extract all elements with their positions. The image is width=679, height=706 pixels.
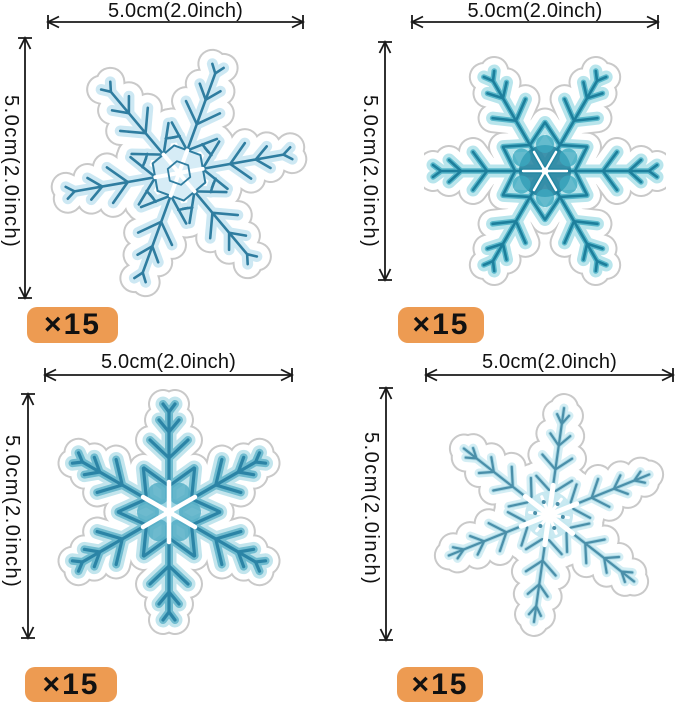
width-dimension-arrow [423,368,676,382]
width-dimension-label: 5.0cm(2.0inch) [107,0,244,22]
quantity-badge: ×15 [398,307,484,343]
quantity-badge: ×15 [397,667,483,702]
width-dimension-arrow [45,15,306,29]
width-dimension-label: 5.0cm(2.0inch) [481,351,618,373]
snowflake-sticker-feathery-ice [50,44,308,302]
height-dimension-arrow [18,35,32,301]
quantity-badge: ×15 [25,667,117,702]
height-dimension-label: 5.0cm(2.0inch) [360,432,382,586]
snowflake-sticker-pale-icy [426,392,672,638]
snowflake-sticker-teal-leafy [424,50,666,292]
height-dimension-arrow [379,385,393,643]
height-dimension-label: 5.0cm(2.0inch) [1,435,23,589]
snowflake-sticker-chunky-watercolor [45,388,293,636]
height-dimension-arrow [378,39,392,283]
width-dimension-label: 5.0cm(2.0inch) [100,351,237,373]
width-dimension-arrow [409,15,661,29]
height-dimension-label: 5.0cm(2.0inch) [359,95,381,249]
width-dimension-arrow [42,368,295,382]
width-dimension-label: 5.0cm(2.0inch) [467,0,603,22]
height-dimension-label: 5.0cm(2.0inch) [0,95,22,249]
quantity-badge: ×15 [27,307,118,343]
height-dimension-arrow [21,391,35,641]
